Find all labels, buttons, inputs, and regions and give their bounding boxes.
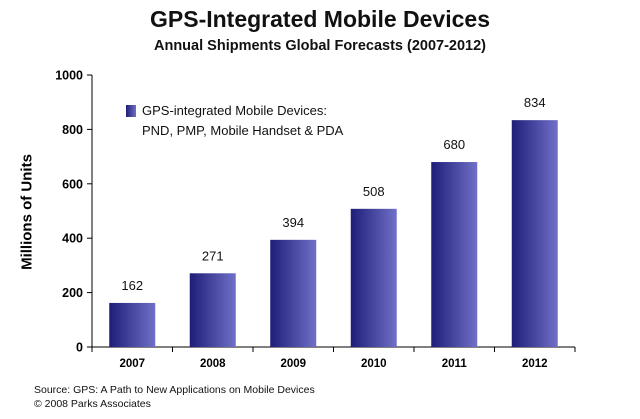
data-label: 680	[443, 137, 465, 152]
x-tick-label: 2010	[361, 358, 387, 370]
source-note: Source: GPS: A Path to New Applications …	[34, 383, 315, 411]
copyright-line: © 2008 Parks Associates	[34, 398, 151, 410]
bar	[350, 208, 397, 347]
x-tick-label: 2011	[442, 358, 468, 370]
legend-line-2: PND, PMP, Mobile Handset & PDA	[142, 123, 344, 138]
y-axis-label: Millions of Units	[18, 154, 36, 270]
bar	[431, 162, 478, 347]
x-tick-label: 2009	[280, 358, 306, 370]
legend-line-1: GPS-integrated Mobile Devices:	[142, 103, 327, 118]
y-tick-label: 400	[62, 232, 83, 246]
data-label: 508	[363, 184, 385, 199]
data-label: 271	[202, 248, 224, 263]
x-tick-label: 2008	[200, 358, 226, 370]
bar	[109, 302, 156, 347]
chart-subtitle: Annual Shipments Global Forecasts (2007-…	[154, 38, 486, 54]
y-tick-label: 800	[62, 123, 83, 137]
bar	[270, 239, 317, 347]
legend-swatch	[126, 105, 136, 117]
bar	[511, 120, 558, 347]
y-tick-label: 600	[62, 177, 83, 191]
legend: GPS-integrated Mobile Devices: PND, PMP,…	[126, 101, 343, 141]
x-tick-label: 2012	[522, 358, 548, 370]
source-line: Source: GPS: A Path to New Applications …	[34, 384, 315, 396]
data-label: 834	[524, 95, 546, 110]
y-tick-label: 0	[76, 341, 83, 355]
y-tick-label: 1000	[55, 69, 83, 83]
bar	[189, 273, 236, 347]
y-tick-label: 200	[62, 286, 83, 300]
data-label: 162	[121, 278, 143, 293]
chart-title: GPS-Integrated Mobile Devices	[150, 6, 490, 32]
data-label: 394	[282, 215, 304, 230]
x-tick-label: 2007	[119, 358, 145, 370]
legend-text: GPS-integrated Mobile Devices: PND, PMP,…	[142, 101, 343, 141]
